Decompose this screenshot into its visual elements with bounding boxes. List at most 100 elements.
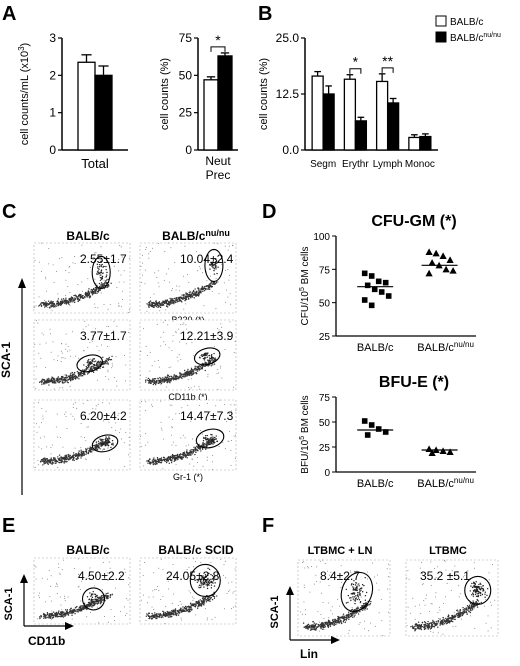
event-dot — [359, 590, 361, 593]
event-dot — [63, 382, 65, 384]
event-dot — [364, 609, 366, 611]
event-dot — [197, 294, 200, 297]
event-dot — [212, 443, 214, 445]
event-dot — [200, 603, 202, 605]
event-dot — [208, 288, 211, 290]
event-dot — [208, 596, 211, 598]
event-dot — [42, 378, 45, 381]
category-label: BALB/cnu/nu — [417, 476, 474, 490]
event-dot — [59, 615, 62, 618]
legend: BALB/c BALB/cnu/nu — [435, 15, 501, 44]
data-point-triangle — [425, 445, 433, 452]
event-dot — [185, 324, 187, 326]
event-dot — [192, 438, 194, 440]
event-dot — [454, 565, 456, 567]
event-dot — [175, 297, 178, 300]
event-dot — [98, 597, 101, 599]
event-dot — [204, 597, 207, 599]
event-dot — [118, 302, 120, 304]
event-dot — [101, 284, 103, 286]
event-dot — [458, 585, 460, 587]
event-dot — [115, 429, 117, 431]
data-point-triangle — [446, 256, 454, 263]
event-dot — [66, 460, 68, 463]
event-dot — [92, 371, 95, 373]
event-dot — [370, 622, 372, 624]
event-dot — [210, 587, 213, 589]
event-dot — [79, 453, 82, 456]
event-dot — [77, 298, 80, 301]
category-label: Monoc — [405, 159, 435, 170]
event-dot — [162, 568, 164, 570]
event-dot — [54, 462, 56, 464]
event-dot — [106, 286, 108, 288]
event-dot — [156, 615, 158, 617]
column-title-base: BALB/c — [162, 229, 206, 243]
event-dot — [162, 378, 164, 381]
event-dot — [313, 628, 316, 630]
event-dot — [324, 623, 327, 625]
event-dot — [128, 331, 130, 333]
event-dot — [106, 413, 108, 415]
event-dot — [216, 262, 218, 264]
event-dot — [45, 458, 48, 460]
event-dot — [40, 357, 42, 359]
event-dot — [144, 269, 146, 271]
event-dot — [317, 624, 320, 626]
event-dot — [195, 371, 197, 374]
event-dot — [452, 626, 454, 628]
event-dot — [173, 299, 175, 302]
event-dot — [159, 378, 162, 380]
event-dot — [100, 441, 103, 443]
event-dot — [67, 614, 70, 616]
event-dot — [107, 444, 109, 446]
event-dot — [374, 576, 376, 578]
event-dot — [357, 592, 359, 594]
event-dot — [50, 447, 52, 449]
event-dot — [234, 605, 236, 607]
event-dot — [35, 378, 37, 380]
flow-plot-right: 35.2 ±5.1 — [405, 559, 499, 637]
event-dot — [163, 378, 166, 381]
event-dot — [58, 567, 60, 569]
event-dot — [340, 586, 342, 588]
event-dot — [75, 375, 77, 378]
event-dot — [87, 452, 90, 455]
event-dot — [197, 602, 200, 605]
event-dot — [52, 616, 55, 619]
event-dot — [90, 368, 92, 370]
gate-value: 10.04±2.4 — [180, 252, 234, 266]
event-dot — [50, 303, 53, 305]
event-dot — [188, 452, 190, 454]
event-dot — [98, 263, 101, 266]
event-dot — [215, 265, 217, 267]
gate-value: 6.20±4.2 — [80, 409, 127, 423]
event-dot — [86, 449, 88, 451]
event-dot — [71, 618, 73, 620]
event-dot — [347, 601, 349, 604]
event-dot — [487, 615, 489, 617]
event-dot — [145, 401, 147, 403]
event-dot — [94, 278, 96, 280]
data-point-square — [364, 432, 371, 438]
row-x-label: CD11b (*) — [168, 392, 207, 402]
event-dot — [154, 360, 156, 362]
event-dot — [80, 609, 82, 611]
event-dot — [97, 266, 99, 268]
event-dot — [113, 376, 115, 378]
event-dot — [175, 614, 178, 617]
event-dot — [302, 562, 304, 564]
event-dot — [52, 379, 54, 382]
event-dot — [306, 566, 308, 568]
event-dot — [58, 381, 60, 384]
event-dot — [224, 403, 226, 405]
event-dot — [94, 596, 97, 598]
event-dot — [216, 373, 218, 375]
event-dot — [209, 285, 211, 287]
event-dot — [169, 459, 172, 461]
event-dot — [67, 457, 69, 460]
event-dot — [190, 293, 193, 296]
event-dot — [201, 443, 204, 445]
event-dot — [201, 353, 203, 356]
category-label-sup: nu/nu — [454, 340, 474, 349]
